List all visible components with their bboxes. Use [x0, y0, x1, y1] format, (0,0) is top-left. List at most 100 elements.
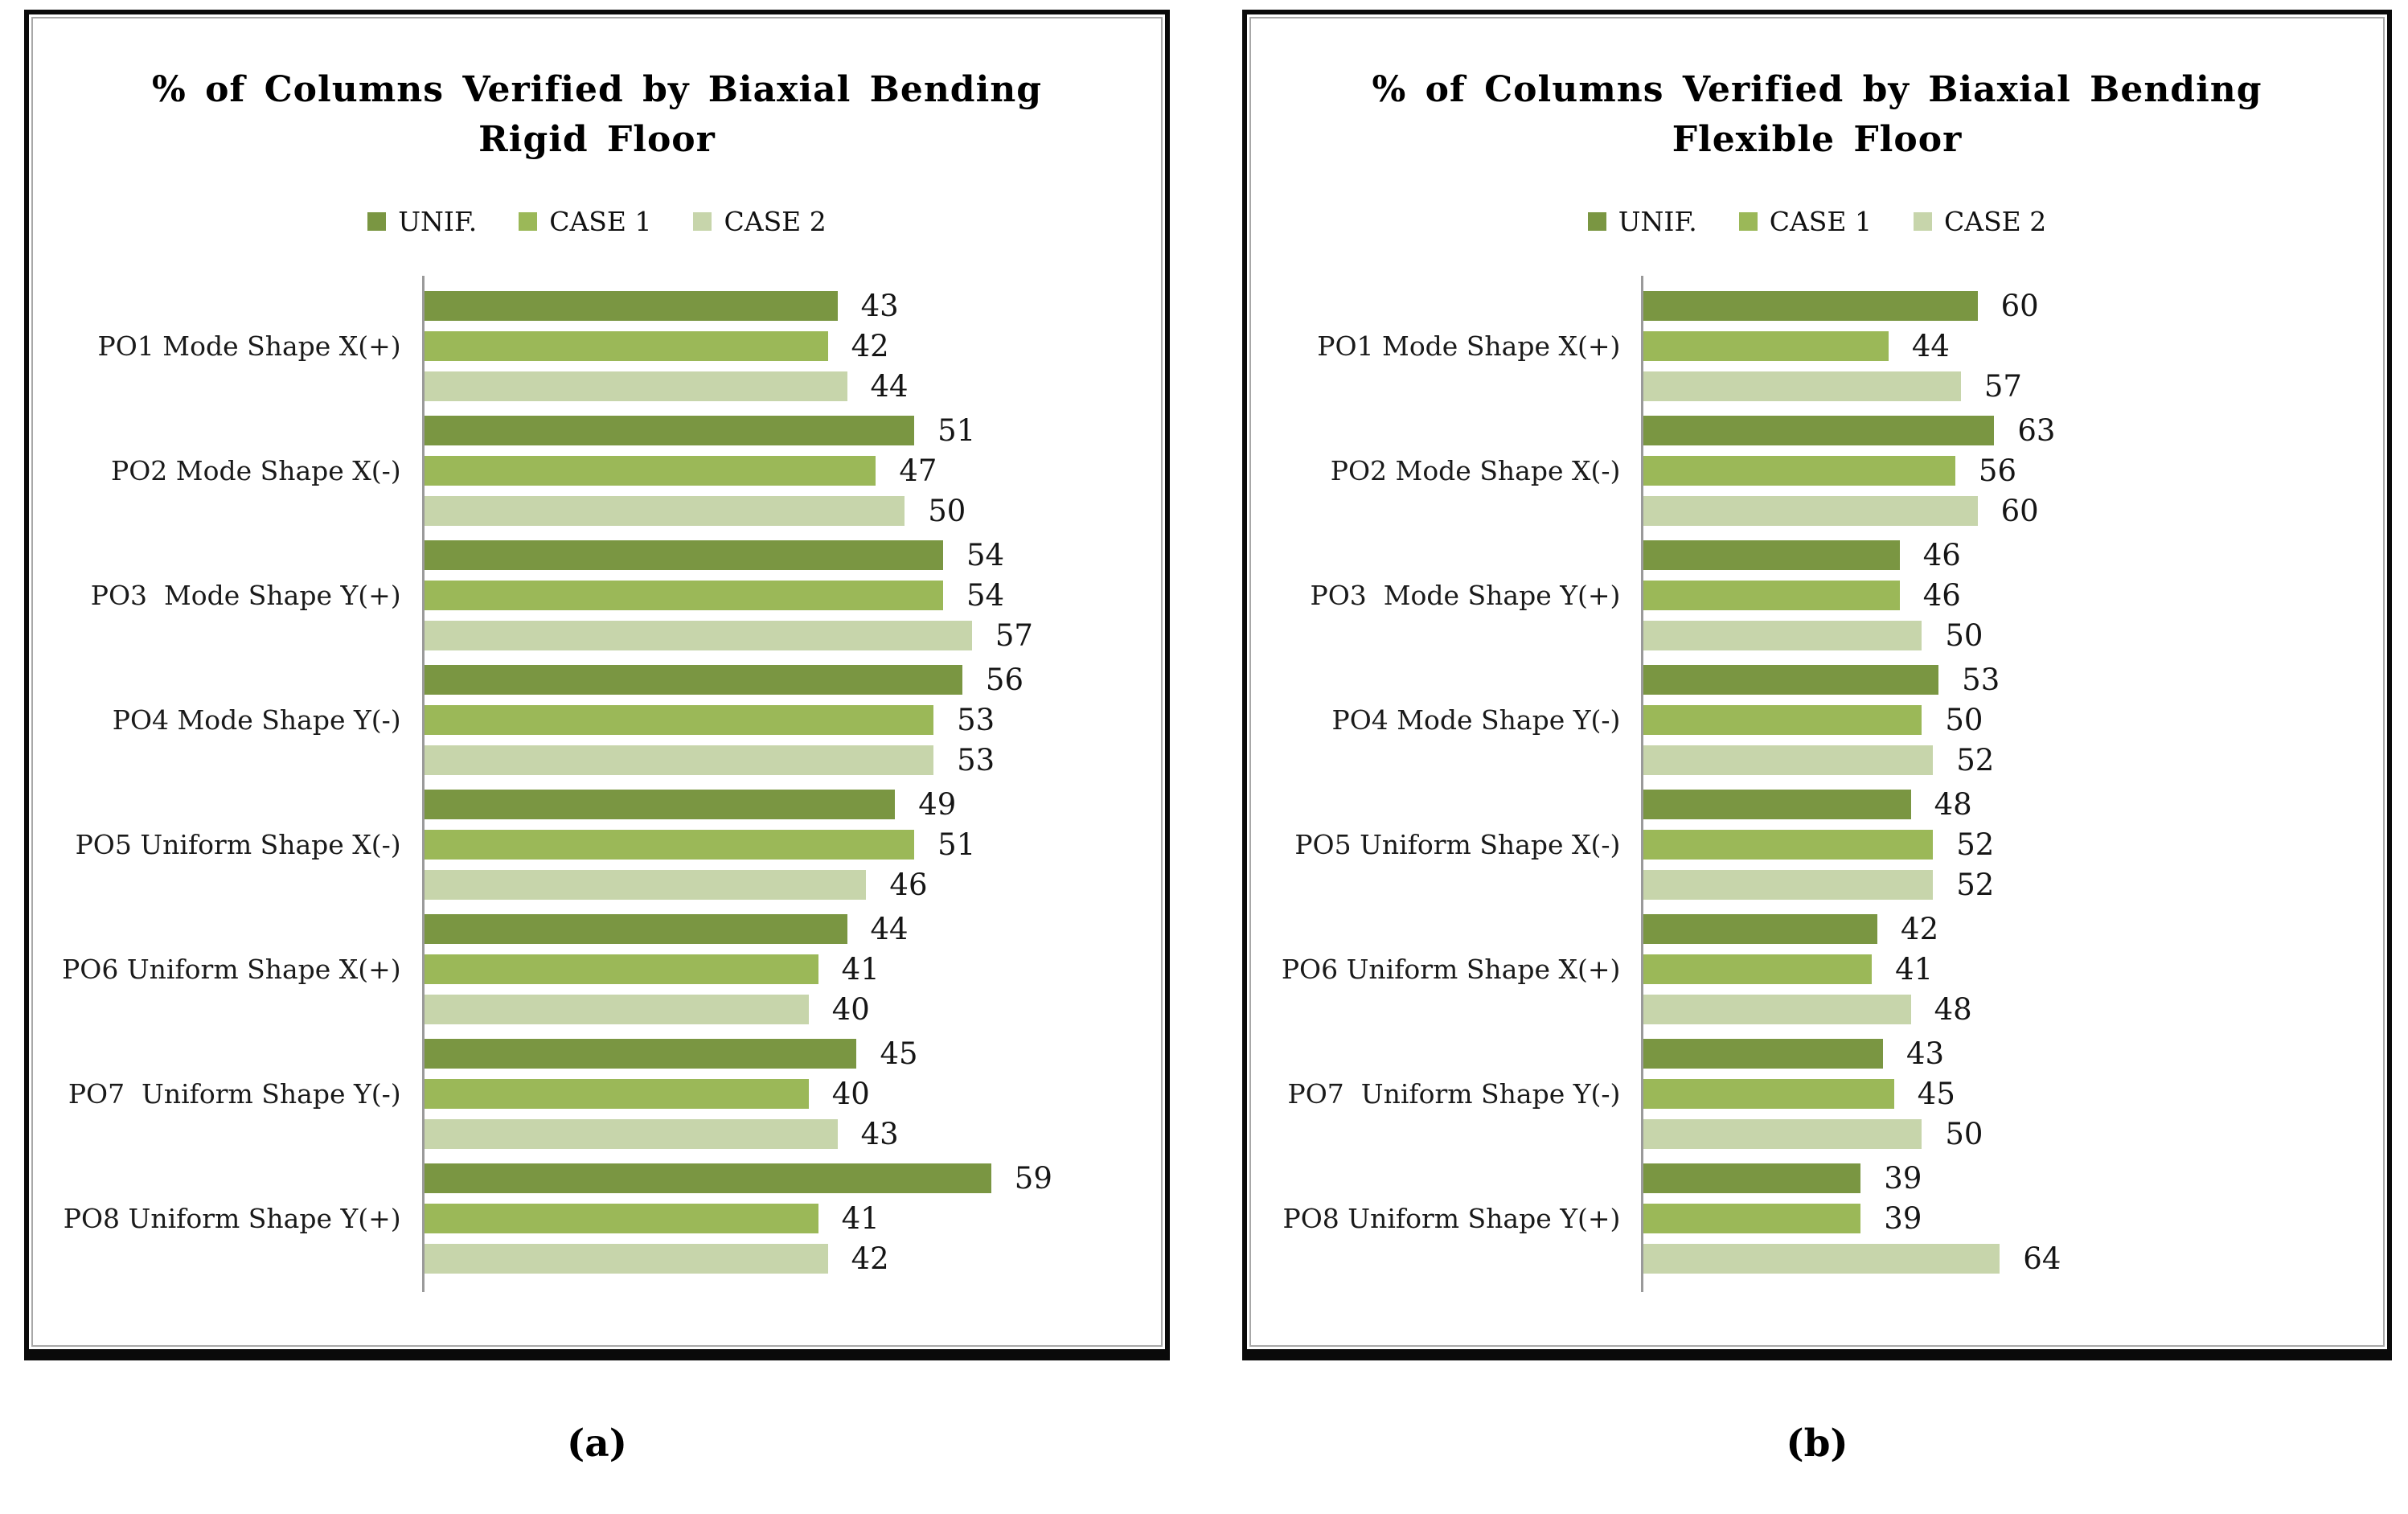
bar-row: 45: [424, 1036, 1145, 1071]
category-label: PO3 Mode Shape Y(+): [90, 579, 401, 611]
bar-case1: [424, 1203, 818, 1233]
bar-group: 54 54 57: [422, 533, 1145, 658]
value-label: 46: [889, 867, 928, 902]
bar-group: 53 50 52: [1641, 658, 2367, 782]
bar-unif: [1643, 789, 1911, 819]
bar-case1: [1643, 1078, 1894, 1109]
bar-row: 63: [1643, 412, 2367, 448]
value-label: 40: [831, 991, 870, 1027]
value-label: 39: [1884, 1160, 1922, 1196]
chart-panel-rigid-floor: % of Columns Verified by Biaxial Bending…: [24, 10, 1170, 1360]
bar-group: 48 52 52: [1641, 782, 2367, 907]
value-label: 53: [1962, 662, 2000, 697]
value-label: 56: [1978, 453, 2017, 488]
bar-row: 39: [1643, 1160, 2367, 1196]
bar-row: 42: [1643, 911, 2367, 946]
bar-unif: [1643, 664, 1939, 695]
value-label: 48: [1934, 991, 1972, 1027]
bar-unif: [1643, 1163, 1861, 1193]
value-label: 50: [1945, 617, 1983, 653]
chart-title-flexible: % of Columns Verified by Biaxial Bending…: [1251, 65, 2383, 166]
bar-case2: [424, 745, 934, 775]
bar-row: 53: [424, 702, 1145, 737]
bar-case2: [1643, 869, 1934, 900]
value-label: 48: [1934, 786, 1972, 822]
bar-row: 45: [1643, 1076, 2367, 1111]
value-label: 41: [841, 951, 880, 987]
category-label: PO4 Mode Shape Y(-): [1331, 704, 1621, 736]
value-label: 39: [1884, 1200, 1922, 1236]
chart-title-rigid: % of Columns Verified by Biaxial Bending…: [33, 65, 1161, 166]
bar-row: 44: [424, 368, 1145, 404]
value-label: 50: [1945, 702, 1983, 737]
value-label: 50: [928, 493, 966, 528]
chart-title-line1: % of Columns Verified by Biaxial Bending: [1372, 69, 2262, 110]
value-label: 43: [860, 288, 899, 323]
category-label: PO5 Uniform Shape X(-): [1294, 828, 1621, 860]
bar-case2: [1643, 1243, 2000, 1274]
legend-swatch-case2: [693, 211, 712, 231]
bar-row: 42: [424, 1241, 1145, 1276]
category-label: PO1 Mode Shape X(+): [1317, 330, 1621, 362]
chart-panel-flexible-floor: % of Columns Verified by Biaxial Bending…: [1242, 10, 2392, 1360]
bar-group: 43 45 50: [1641, 1032, 2367, 1156]
value-label: 64: [2023, 1241, 2061, 1276]
category-label: PO7 Uniform Shape Y(-): [68, 1077, 401, 1110]
value-label: 43: [860, 1116, 899, 1151]
bar-row: 48: [1643, 786, 2367, 822]
bar-row: 51: [424, 827, 1145, 862]
legend-rigid: UNIF. CASE 1 CASE 2: [33, 206, 1161, 237]
bar-case1: [1643, 330, 1889, 361]
value-label: 53: [957, 702, 995, 737]
bar-case1: [424, 455, 876, 486]
value-label: 57: [995, 617, 1033, 653]
bar-row: 57: [424, 617, 1145, 653]
bar-group: 63 56 60: [1641, 408, 2367, 533]
bar-row: 43: [424, 288, 1145, 323]
bar-row: 40: [424, 991, 1145, 1027]
bar-group: 59 41 42: [422, 1156, 1145, 1281]
bar-case2: [1643, 994, 1911, 1024]
bar-row: 43: [424, 1116, 1145, 1151]
value-label: 42: [1901, 911, 1939, 946]
bar-row: 56: [1643, 453, 2367, 488]
value-label: 49: [918, 786, 957, 822]
bar-row: 49: [424, 786, 1145, 822]
value-label: 43: [1905, 1036, 1945, 1071]
value-label: 52: [1956, 867, 1995, 902]
bar-row: 60: [1643, 494, 2367, 528]
bar-row: 56: [424, 662, 1145, 697]
value-label: 52: [1956, 827, 1995, 862]
bar-group: 49 51 46: [422, 782, 1145, 907]
bar-unif: [424, 1163, 991, 1193]
value-label: 45: [1917, 1076, 1955, 1111]
bar-row: 54: [424, 538, 1145, 572]
legend-swatch-case1: [1738, 211, 1758, 231]
chart-panel-rigid-inner: % of Columns Verified by Biaxial Bending…: [31, 17, 1163, 1347]
bar-case1: [1643, 580, 1900, 610]
value-label: 63: [2017, 412, 2056, 448]
bar-unif: [424, 540, 944, 570]
legend-swatch-case2: [1913, 211, 1932, 231]
bar-row: 46: [424, 867, 1145, 902]
bar-case1: [1643, 1203, 1861, 1233]
value-label: 56: [985, 662, 1024, 697]
y-axis-line: [421, 275, 425, 1292]
legend-swatch-unif: [367, 211, 387, 231]
value-label: 47: [899, 453, 937, 488]
bar-row: 50: [1643, 1117, 2367, 1151]
bar-group: 43 42 44: [422, 284, 1145, 408]
category-label: PO5 Uniform Shape X(-): [75, 828, 401, 860]
value-label: 54: [966, 577, 1005, 613]
value-label: 42: [851, 328, 889, 363]
bar-unif: [424, 290, 838, 321]
bar-row: 47: [424, 453, 1145, 488]
value-label: 51: [937, 412, 976, 448]
bar-group: 44 41 40: [422, 907, 1145, 1032]
category-label: PO8 Uniform Shape Y(+): [63, 1202, 401, 1234]
y-axis-line: [1641, 275, 1644, 1292]
category-label: PO7 Uniform Shape Y(-): [1287, 1077, 1621, 1110]
chart-title-line1: % of Columns Verified by Biaxial Bending: [151, 69, 1043, 110]
value-label: 44: [870, 368, 909, 404]
legend-item-unif: UNIF.: [1587, 206, 1697, 237]
